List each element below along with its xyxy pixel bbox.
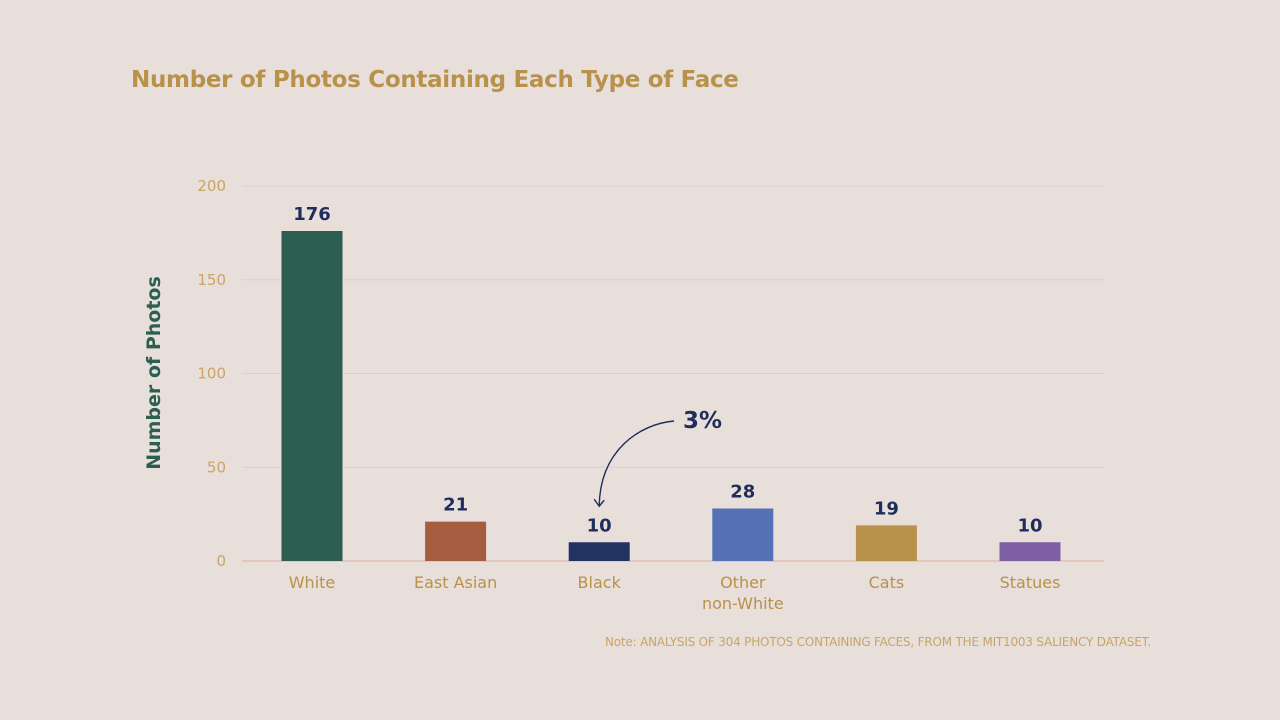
y-tick-label: 150	[197, 271, 226, 289]
chart-title: Number of Photos Containing Each Type of…	[131, 67, 739, 93]
data-label: 21	[443, 495, 468, 516]
bar	[425, 521, 487, 561]
bars	[281, 231, 1061, 561]
bar	[712, 508, 774, 561]
bar	[281, 231, 343, 561]
annotation-text: 3%	[683, 408, 722, 434]
data-label: 10	[587, 515, 612, 536]
data-label: 176	[293, 204, 331, 225]
labels: 176 White 21 East Asian 10 Black 28 Other non-Wh…	[289, 204, 1061, 613]
x-tick-label: Other	[720, 573, 766, 592]
y-tick-label: 100	[197, 365, 226, 383]
y-tick-label: 0	[216, 552, 226, 570]
annotation-arrowhead	[593, 498, 605, 508]
bar	[855, 525, 917, 561]
x-tick-label: Statues	[1000, 573, 1061, 592]
data-label: 28	[730, 482, 755, 503]
gridlines	[242, 185, 1104, 562]
data-label: 19	[874, 498, 899, 519]
x-tick-label: non-White	[702, 594, 784, 613]
y-tick-label: 200	[197, 177, 226, 195]
data-label: 10	[1017, 515, 1042, 536]
annotation-arrow	[598, 420, 675, 507]
bar	[999, 542, 1061, 561]
bar	[568, 542, 630, 561]
y-axis-label: Number of Photos	[143, 276, 165, 470]
x-tick-label: White	[289, 573, 336, 592]
x-tick-label: Cats	[869, 573, 905, 592]
chart-note: Note: ANALYSIS OF 304 PHOTOS CONTAINING …	[605, 635, 1151, 649]
annotation: 3%	[593, 408, 722, 508]
x-tick-label: East Asian	[414, 573, 497, 592]
x-tick-label: Black	[578, 573, 622, 592]
y-tick-label: 50	[207, 458, 226, 476]
y-axis-ticks: 0 50 100 150 200	[197, 177, 226, 570]
